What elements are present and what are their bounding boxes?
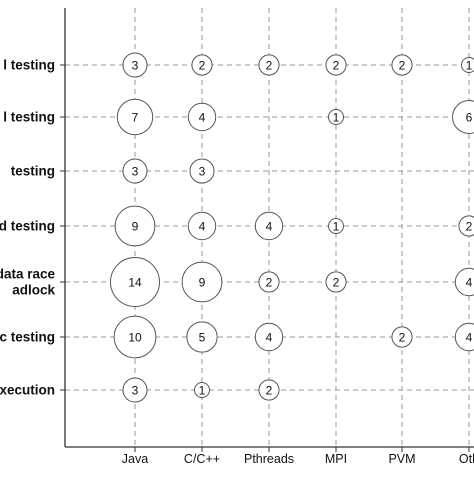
bubble-label-2: 2 bbox=[266, 58, 273, 72]
bubble-label-3: 2 bbox=[333, 58, 340, 72]
row-label-3: ed testing bbox=[0, 219, 55, 234]
bubble-label-27: 3 bbox=[132, 383, 139, 397]
bubble-label-28: 1 bbox=[199, 383, 206, 397]
bubble-label-11: 3 bbox=[199, 164, 206, 178]
bubble-label-10: 3 bbox=[132, 164, 139, 178]
bubble-label-22: 10 bbox=[128, 330, 142, 344]
bubble-label-17: 14 bbox=[128, 275, 142, 289]
bubble-label-25: 2 bbox=[399, 330, 406, 344]
bubble-label-4: 2 bbox=[399, 58, 406, 72]
bubble-label-0: 3 bbox=[132, 58, 139, 72]
row-label-6: xecution bbox=[0, 383, 55, 398]
col-label-pvm: PVM bbox=[388, 452, 415, 466]
col-label-pthreads: Pthreads bbox=[244, 452, 294, 466]
bubble-label-20: 2 bbox=[333, 275, 340, 289]
bubble-label-18: 9 bbox=[199, 275, 206, 289]
bubble-label-1: 2 bbox=[199, 58, 206, 72]
bubble-label-24: 4 bbox=[266, 330, 273, 344]
bubble-label-26: 4 bbox=[466, 330, 473, 344]
bubble-label-5: 1 bbox=[466, 58, 473, 72]
col-label-java: Java bbox=[122, 452, 148, 466]
col-label-c-c-: C/C++ bbox=[184, 452, 220, 466]
col-label-oth: Oth bbox=[459, 452, 474, 466]
row-label-4-line-1: adlock bbox=[12, 283, 55, 298]
row-label-2: testing bbox=[11, 164, 55, 179]
row-label-5: tic testing bbox=[0, 330, 55, 345]
bubble-label-12: 9 bbox=[132, 219, 139, 233]
row-label-4-line-0: f data race bbox=[0, 267, 55, 282]
bubble-label-23: 5 bbox=[199, 330, 206, 344]
bubble-label-14: 4 bbox=[266, 219, 273, 233]
col-label-mpi: MPI bbox=[325, 452, 347, 466]
row-label-0: l testing bbox=[3, 58, 55, 73]
bubble-label-19: 2 bbox=[266, 275, 273, 289]
bubble-label-29: 2 bbox=[266, 383, 273, 397]
bubble-label-7: 4 bbox=[199, 110, 206, 124]
row-label-1: l testing bbox=[3, 110, 55, 125]
bubble-label-9: 6 bbox=[466, 110, 473, 124]
bubble-label-21: 4 bbox=[466, 275, 473, 289]
bubble-label-16: 2 bbox=[466, 219, 473, 233]
bubble-label-8: 1 bbox=[333, 110, 340, 124]
bubble-label-15: 1 bbox=[333, 219, 340, 233]
bubble-label-6: 7 bbox=[132, 110, 139, 124]
bubble-label-13: 4 bbox=[199, 219, 206, 233]
